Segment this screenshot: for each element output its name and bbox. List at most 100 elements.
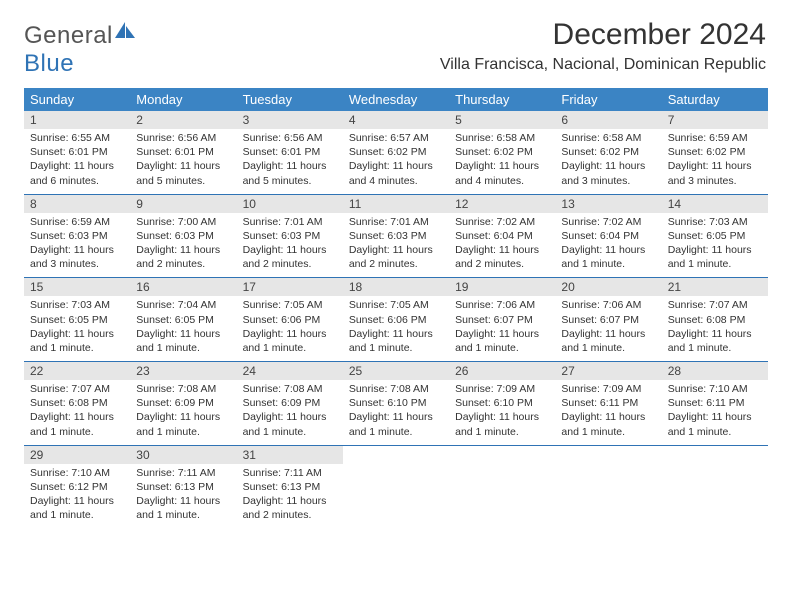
date-number: 17 xyxy=(237,278,343,296)
date-number: 11 xyxy=(343,195,449,213)
date-number: 18 xyxy=(343,278,449,296)
weeks-container: 1Sunrise: 6:55 AMSunset: 6:01 PMDaylight… xyxy=(24,111,768,528)
sunset-line: Sunset: 6:05 PM xyxy=(30,313,124,327)
sail-icon xyxy=(115,22,137,45)
week-row: 15Sunrise: 7:03 AMSunset: 6:05 PMDayligh… xyxy=(24,277,768,361)
sunrise-line: Sunrise: 7:09 AM xyxy=(561,382,655,396)
day-details: Sunrise: 6:55 AMSunset: 6:01 PMDaylight:… xyxy=(24,129,130,188)
logo-part1: General xyxy=(24,22,113,49)
sunrise-line: Sunrise: 7:01 AM xyxy=(243,215,337,229)
daylight-line: Daylight: 11 hours and 1 minute. xyxy=(243,410,337,438)
daylight-line: Daylight: 11 hours and 1 minute. xyxy=(349,327,443,355)
date-number: 30 xyxy=(130,446,236,464)
sunset-line: Sunset: 6:04 PM xyxy=(455,229,549,243)
day-cell: 6Sunrise: 6:58 AMSunset: 6:02 PMDaylight… xyxy=(555,111,661,194)
daylight-line: Daylight: 11 hours and 1 minute. xyxy=(30,327,124,355)
day-cell: 8Sunrise: 6:59 AMSunset: 6:03 PMDaylight… xyxy=(24,195,130,278)
day-details: Sunrise: 6:58 AMSunset: 6:02 PMDaylight:… xyxy=(555,129,661,188)
day-cell: 1Sunrise: 6:55 AMSunset: 6:01 PMDaylight… xyxy=(24,111,130,194)
sunrise-line: Sunrise: 7:04 AM xyxy=(136,298,230,312)
day-cell: 19Sunrise: 7:06 AMSunset: 6:07 PMDayligh… xyxy=(449,278,555,361)
sunrise-line: Sunrise: 7:07 AM xyxy=(30,382,124,396)
sunrise-line: Sunrise: 6:59 AM xyxy=(30,215,124,229)
sunset-line: Sunset: 6:09 PM xyxy=(136,396,230,410)
sunset-line: Sunset: 6:02 PM xyxy=(561,145,655,159)
daylight-line: Daylight: 11 hours and 1 minute. xyxy=(136,327,230,355)
sunset-line: Sunset: 6:05 PM xyxy=(136,313,230,327)
sunset-line: Sunset: 6:01 PM xyxy=(243,145,337,159)
sunrise-line: Sunrise: 7:00 AM xyxy=(136,215,230,229)
sunset-line: Sunset: 6:03 PM xyxy=(349,229,443,243)
day-cell: 29Sunrise: 7:10 AMSunset: 6:12 PMDayligh… xyxy=(24,446,130,529)
sunrise-line: Sunrise: 6:56 AM xyxy=(243,131,337,145)
date-number: 22 xyxy=(24,362,130,380)
sunrise-line: Sunrise: 7:10 AM xyxy=(668,382,762,396)
day-cell: 27Sunrise: 7:09 AMSunset: 6:11 PMDayligh… xyxy=(555,362,661,445)
day-details: Sunrise: 7:01 AMSunset: 6:03 PMDaylight:… xyxy=(237,213,343,272)
day-cell: 12Sunrise: 7:02 AMSunset: 6:04 PMDayligh… xyxy=(449,195,555,278)
day-cell: 11Sunrise: 7:01 AMSunset: 6:03 PMDayligh… xyxy=(343,195,449,278)
date-number: 13 xyxy=(555,195,661,213)
day-cell: 30Sunrise: 7:11 AMSunset: 6:13 PMDayligh… xyxy=(130,446,236,529)
day-details: Sunrise: 7:10 AMSunset: 6:11 PMDaylight:… xyxy=(662,380,768,439)
sunset-line: Sunset: 6:13 PM xyxy=(243,480,337,494)
daylight-line: Daylight: 11 hours and 1 minute. xyxy=(561,327,655,355)
day-cell: 10Sunrise: 7:01 AMSunset: 6:03 PMDayligh… xyxy=(237,195,343,278)
sunset-line: Sunset: 6:06 PM xyxy=(349,313,443,327)
day-cell: 5Sunrise: 6:58 AMSunset: 6:02 PMDaylight… xyxy=(449,111,555,194)
day-details: Sunrise: 7:02 AMSunset: 6:04 PMDaylight:… xyxy=(449,213,555,272)
sunset-line: Sunset: 6:02 PM xyxy=(455,145,549,159)
sunrise-line: Sunrise: 7:06 AM xyxy=(455,298,549,312)
day-details: Sunrise: 7:05 AMSunset: 6:06 PMDaylight:… xyxy=(237,296,343,355)
day-cell: 7Sunrise: 6:59 AMSunset: 6:02 PMDaylight… xyxy=(662,111,768,194)
sunrise-line: Sunrise: 7:11 AM xyxy=(136,466,230,480)
day-cell: 9Sunrise: 7:00 AMSunset: 6:03 PMDaylight… xyxy=(130,195,236,278)
day-cell: 26Sunrise: 7:09 AMSunset: 6:10 PMDayligh… xyxy=(449,362,555,445)
sunset-line: Sunset: 6:02 PM xyxy=(668,145,762,159)
date-number: 15 xyxy=(24,278,130,296)
date-number: 14 xyxy=(662,195,768,213)
daylight-line: Daylight: 11 hours and 1 minute. xyxy=(136,410,230,438)
sunset-line: Sunset: 6:03 PM xyxy=(136,229,230,243)
day-cell xyxy=(555,446,661,529)
sunset-line: Sunset: 6:04 PM xyxy=(561,229,655,243)
daylight-line: Daylight: 11 hours and 1 minute. xyxy=(668,243,762,271)
daylight-line: Daylight: 11 hours and 2 minutes. xyxy=(243,243,337,271)
day-cell: 23Sunrise: 7:08 AMSunset: 6:09 PMDayligh… xyxy=(130,362,236,445)
sunset-line: Sunset: 6:03 PM xyxy=(243,229,337,243)
sunrise-line: Sunrise: 7:03 AM xyxy=(668,215,762,229)
day-cell: 2Sunrise: 6:56 AMSunset: 6:01 PMDaylight… xyxy=(130,111,236,194)
logo: General Blue xyxy=(24,18,137,78)
day-cell xyxy=(449,446,555,529)
date-number: 9 xyxy=(130,195,236,213)
day-details: Sunrise: 6:59 AMSunset: 6:02 PMDaylight:… xyxy=(662,129,768,188)
date-number: 3 xyxy=(237,111,343,129)
day-details: Sunrise: 6:56 AMSunset: 6:01 PMDaylight:… xyxy=(130,129,236,188)
day-details: Sunrise: 6:56 AMSunset: 6:01 PMDaylight:… xyxy=(237,129,343,188)
date-number: 4 xyxy=(343,111,449,129)
day-header-row: Sunday Monday Tuesday Wednesday Thursday… xyxy=(24,88,768,111)
sunrise-line: Sunrise: 6:56 AM xyxy=(136,131,230,145)
day-details: Sunrise: 7:05 AMSunset: 6:06 PMDaylight:… xyxy=(343,296,449,355)
day-header-monday: Monday xyxy=(130,88,236,111)
sunrise-line: Sunrise: 7:02 AM xyxy=(561,215,655,229)
date-number: 27 xyxy=(555,362,661,380)
day-header-thursday: Thursday xyxy=(449,88,555,111)
date-number: 20 xyxy=(555,278,661,296)
daylight-line: Daylight: 11 hours and 3 minutes. xyxy=(561,159,655,187)
day-details: Sunrise: 6:57 AMSunset: 6:02 PMDaylight:… xyxy=(343,129,449,188)
page-title: December 2024 xyxy=(440,18,766,52)
page-subtitle: Villa Francisca, Nacional, Dominican Rep… xyxy=(440,56,766,74)
week-row: 29Sunrise: 7:10 AMSunset: 6:12 PMDayligh… xyxy=(24,445,768,529)
sunset-line: Sunset: 6:08 PM xyxy=(30,396,124,410)
date-number: 12 xyxy=(449,195,555,213)
day-details: Sunrise: 7:01 AMSunset: 6:03 PMDaylight:… xyxy=(343,213,449,272)
date-number: 21 xyxy=(662,278,768,296)
date-number: 24 xyxy=(237,362,343,380)
daylight-line: Daylight: 11 hours and 1 minute. xyxy=(30,494,124,522)
day-cell: 3Sunrise: 6:56 AMSunset: 6:01 PMDaylight… xyxy=(237,111,343,194)
date-number: 28 xyxy=(662,362,768,380)
daylight-line: Daylight: 11 hours and 1 minute. xyxy=(349,410,443,438)
sunset-line: Sunset: 6:12 PM xyxy=(30,480,124,494)
sunrise-line: Sunrise: 6:58 AM xyxy=(455,131,549,145)
